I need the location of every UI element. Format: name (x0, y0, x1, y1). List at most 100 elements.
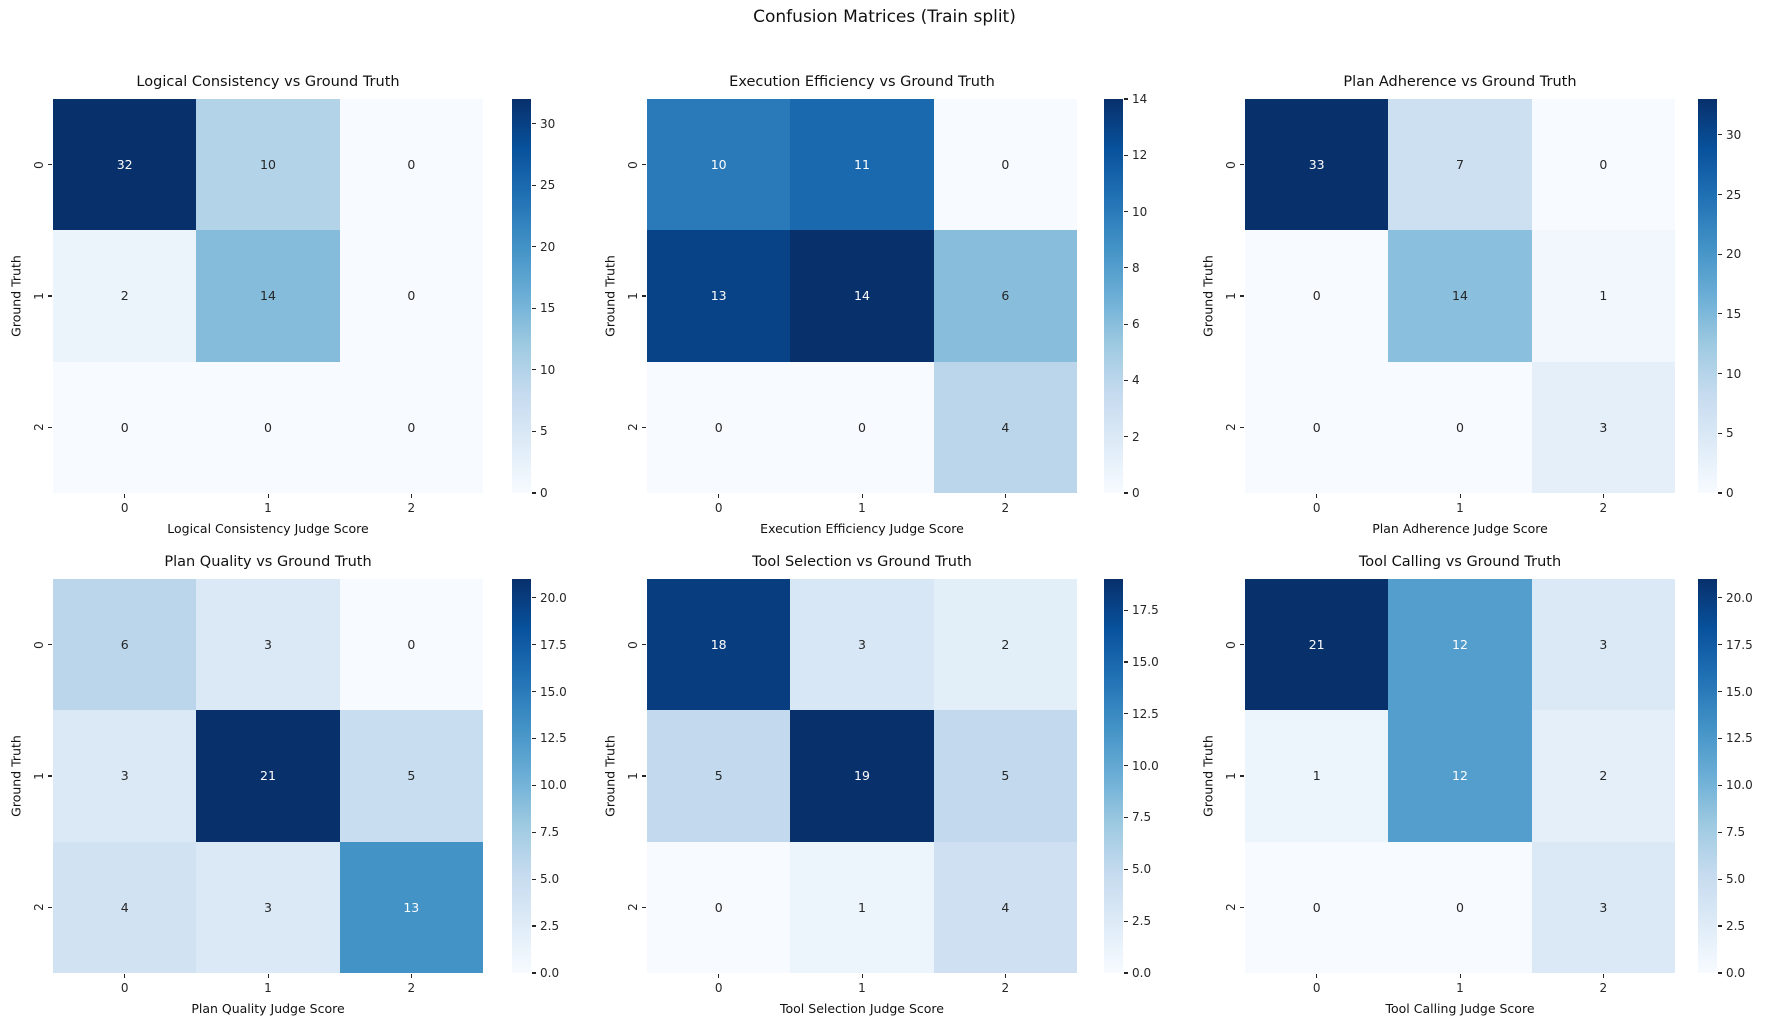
x-tick-mark (410, 494, 413, 498)
subplot-title: Plan Quality vs Ground Truth (164, 554, 372, 570)
heatmap-cell: 0 (647, 361, 791, 493)
colorbar-tick-label: 5 (540, 424, 548, 439)
colorbar-tick-mark (532, 184, 536, 186)
y-tick-mark (1240, 906, 1244, 908)
cell-value: 0 (1599, 157, 1608, 173)
colorbar-tick-label: 17.5 (540, 637, 567, 652)
colorbar-tick-mark (1718, 373, 1722, 375)
heatmap-cell: 0 (933, 99, 1077, 231)
heatmap-cell: 12 (1388, 710, 1532, 842)
y-tick-label: 2 (32, 903, 46, 912)
cell-value: 12 (1452, 768, 1468, 784)
colorbar-gradient (1698, 99, 1717, 493)
colorbar-tick-mark (532, 430, 536, 433)
cell-value: 5 (1001, 768, 1010, 784)
heatmap-cell: 13 (339, 841, 483, 973)
y-tick-mark (642, 426, 646, 428)
colorbar-tick-mark (532, 831, 536, 833)
colorbar-tick-mark (1718, 737, 1722, 740)
x-tick-label: 1 (858, 981, 866, 995)
y-tick-mark (642, 906, 646, 908)
y-axis-label: Ground Truth (602, 255, 618, 337)
cell-value: 18 (710, 637, 727, 653)
cell-value: 0 (1312, 899, 1321, 915)
x-tick-mark (1602, 974, 1605, 978)
cell-value: 10 (260, 157, 276, 173)
colorbar-gradient (512, 579, 531, 973)
x-tick-mark (718, 494, 720, 498)
colorbar-tick-label: 5.0 (1726, 872, 1746, 887)
colorbar-tick-mark (1124, 154, 1128, 156)
cell-value: 0 (1456, 419, 1464, 435)
x-tick-label: 1 (264, 501, 272, 515)
colorbar-tick-label: 12.5 (1726, 731, 1753, 746)
x-tick-label: 2 (1001, 501, 1010, 515)
x-tick-mark (861, 494, 863, 498)
heatmap: 18 3 2 5 19 5 0 1 4 (647, 579, 1077, 973)
x-tick-mark (267, 494, 269, 498)
x-tick-label: 0 (120, 501, 129, 515)
heatmap-cell: 3 (196, 579, 340, 711)
cell-value: 14 (260, 288, 276, 304)
colorbar-tick-mark (532, 737, 536, 740)
colorbar-tick-mark (1718, 878, 1722, 880)
heatmap-cell: 3 (1531, 579, 1675, 711)
heatmap-cell: 1 (1245, 710, 1389, 842)
x-tick-mark (267, 974, 269, 978)
cell-value: 0 (714, 899, 723, 915)
x-axis-label: Plan Quality Judge Score (191, 1001, 345, 1016)
y-tick-mark (1240, 164, 1244, 166)
cell-value: 21 (260, 768, 276, 784)
y-tick-label: 1 (32, 772, 46, 780)
heatmap-cell: 3 (53, 710, 197, 842)
cell-value: 1 (1599, 288, 1608, 304)
heatmap-cell: 18 (647, 579, 791, 711)
x-tick-mark (1004, 974, 1007, 978)
x-tick-label: 1 (264, 981, 272, 995)
y-tick-label: 0 (626, 160, 640, 169)
y-tick-label: 0 (32, 160, 46, 169)
heatmap: 33 7 0 0 14 1 0 0 3 (1245, 99, 1675, 493)
heatmap-cell: 0 (339, 230, 483, 362)
y-tick-mark (1240, 644, 1244, 646)
colorbar-tick-label: 15.0 (1132, 654, 1159, 669)
colorbar-tick-mark (532, 492, 536, 494)
colorbar-tick-mark (1718, 432, 1722, 434)
colorbar-tick-mark (532, 644, 536, 646)
x-tick-label: 1 (1456, 501, 1464, 515)
colorbar-gradient (1104, 99, 1123, 493)
heatmap-cell: 14 (790, 230, 934, 362)
cell-value: 32 (116, 157, 133, 173)
y-tick-label: 0 (32, 640, 46, 649)
colorbar-tick-label: 7.5 (1132, 810, 1152, 825)
cell-value: 3 (1599, 637, 1608, 653)
colorbar-tick-mark (1718, 690, 1722, 693)
colorbar-tick-mark (532, 246, 536, 248)
heatmap-cell: 2 (53, 230, 197, 362)
cell-value: 14 (1452, 288, 1468, 304)
heatmap-cell: 0 (339, 361, 483, 493)
colorbar-tick-label: 6 (1132, 317, 1140, 332)
y-tick-mark (48, 644, 52, 646)
heatmap-cell: 5 (647, 710, 791, 842)
heatmap-cell: 4 (933, 361, 1077, 493)
y-axis-label: Ground Truth (8, 735, 24, 817)
heatmap-cell: 21 (196, 710, 340, 842)
heatmap-cell: 3 (790, 579, 934, 711)
heatmap-cell: 33 (1245, 99, 1389, 231)
heatmap: 32 10 0 2 14 0 0 0 0 (53, 99, 483, 493)
heatmap-cell: 12 (1388, 579, 1532, 711)
colorbar-tick-label: 20 (1726, 247, 1742, 262)
y-tick-label: 2 (626, 903, 640, 912)
colorbar-tick-mark (1124, 98, 1128, 100)
heatmap-cell: 0 (1245, 361, 1389, 493)
heatmap-cell: 7 (1388, 99, 1532, 231)
heatmap: 21 12 3 1 12 2 0 0 3 (1245, 579, 1675, 973)
colorbar-tick-label: 30 (540, 116, 556, 131)
heatmap-cell: 0 (339, 579, 483, 711)
y-axis-label: Ground Truth (602, 735, 618, 817)
subplot-title: Logical Consistency vs Ground Truth (136, 74, 400, 90)
colorbar-tick-mark (532, 369, 536, 371)
heatmap-cell: 2 (933, 579, 1077, 711)
colorbar-tick-label: 15.0 (1726, 684, 1753, 699)
